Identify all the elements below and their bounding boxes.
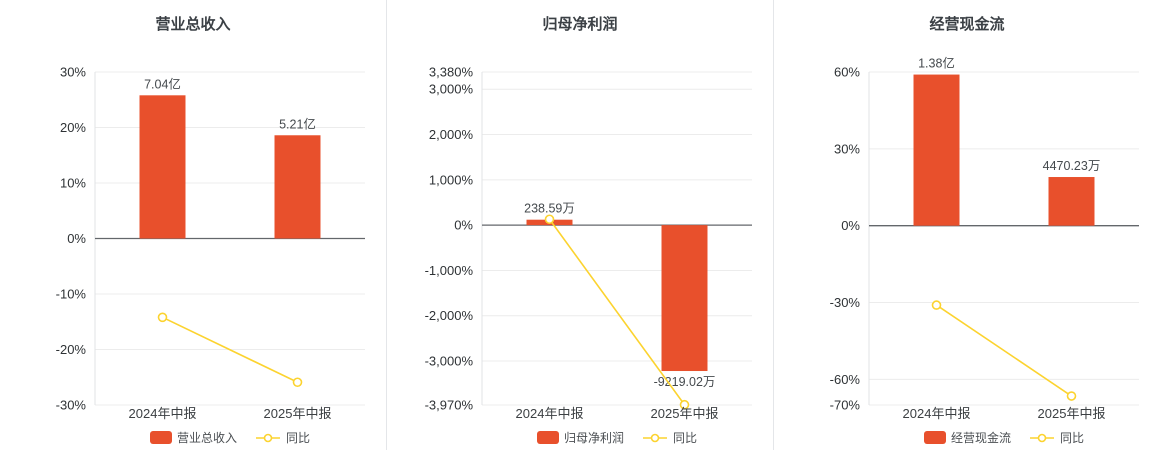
revenue-chart[interactable]: 30% 20% 10% 0% -10% -20% -30% 7.04亿 5.21亿 2024年中报… bbox=[0, 40, 386, 425]
cash-flow-chart[interactable]: 60% 30% 0% -30% -60% -70% 1.38亿 4470.23万 2024年中报… bbox=[774, 40, 1160, 425]
legend-line-label: 同比 bbox=[1060, 431, 1085, 445]
svg-text:2,000%: 2,000% bbox=[429, 127, 474, 142]
svg-text:1.38亿: 1.38亿 bbox=[918, 56, 955, 71]
cash-flow-chart-panel: 经营现金流 60% 30% 0% -30% -60% -70% 1.38亿 4470.23万 2… bbox=[774, 0, 1160, 450]
legend-item-bar[interactable]: 归母净利润 bbox=[536, 429, 624, 446]
svg-text:-70%: -70% bbox=[830, 398, 861, 413]
svg-text:1,000%: 1,000% bbox=[429, 172, 474, 187]
legend-bar-label: 营业总收入 bbox=[176, 431, 237, 445]
chart-title-net-profit: 归母净利润 bbox=[542, 16, 618, 33]
svg-text:0%: 0% bbox=[841, 218, 860, 233]
net-profit-chart-panel: 归母净利润 3,380% 3,000% 2,000% 1,000% 0% -1,000% -… bbox=[387, 0, 774, 450]
svg-text:-3,000%: -3,000% bbox=[425, 354, 474, 369]
svg-text:-3,970%: -3,970% bbox=[425, 398, 474, 413]
svg-text:2025年中报: 2025年中报 bbox=[1038, 406, 1106, 421]
legend-item-bar[interactable]: 经营现金流 bbox=[923, 429, 1011, 446]
line-marker-icon bbox=[1029, 432, 1055, 444]
legend-item-line[interactable]: 同比 bbox=[642, 429, 697, 446]
svg-text:2024年中报: 2024年中报 bbox=[516, 406, 584, 421]
svg-text:2024年中报: 2024年中报 bbox=[129, 406, 197, 421]
svg-text:0%: 0% bbox=[67, 231, 86, 246]
line-marker-icon bbox=[642, 432, 668, 444]
revenue-chart-panel: 营业总收入 30% 20% 10% 0% -10% -20% -30% 7.04亿 5.21亿 2… bbox=[0, 0, 387, 450]
svg-text:4470.23万: 4470.23万 bbox=[1043, 159, 1101, 173]
bar-swatch-icon bbox=[923, 431, 946, 444]
chart-legend: 营业总收入 同比 bbox=[0, 425, 386, 450]
legend-bar-label: 经营现金流 bbox=[950, 431, 1011, 445]
bar-swatch-icon bbox=[536, 431, 559, 444]
svg-text:7.04亿: 7.04亿 bbox=[144, 76, 181, 91]
svg-text:20%: 20% bbox=[60, 120, 86, 135]
legend-bar-label: 归母净利润 bbox=[563, 431, 624, 445]
svg-text:5.21亿: 5.21亿 bbox=[279, 116, 316, 131]
svg-text:0%: 0% bbox=[454, 218, 473, 233]
svg-text:3,000%: 3,000% bbox=[429, 82, 474, 97]
chart-title-revenue: 营业总收入 bbox=[155, 16, 231, 33]
bar-swatch-icon bbox=[149, 431, 172, 444]
legend-item-line[interactable]: 同比 bbox=[255, 429, 310, 446]
svg-text:-30%: -30% bbox=[830, 295, 861, 310]
svg-text:-60%: -60% bbox=[830, 372, 861, 387]
svg-text:-10%: -10% bbox=[56, 287, 87, 302]
chart-legend: 归母净利润 同比 bbox=[387, 425, 773, 450]
svg-text:-9219.02万: -9219.02万 bbox=[654, 375, 716, 389]
svg-text:-30%: -30% bbox=[56, 398, 87, 413]
chart-legend: 经营现金流 同比 bbox=[774, 425, 1160, 450]
svg-text:30%: 30% bbox=[834, 141, 860, 156]
net-profit-chart[interactable]: 3,380% 3,000% 2,000% 1,000% 0% -1,000% -2,000%… bbox=[387, 40, 773, 425]
svg-text:-1,000%: -1,000% bbox=[425, 263, 474, 278]
svg-text:-2,000%: -2,000% bbox=[425, 308, 474, 323]
svg-text:30%: 30% bbox=[60, 65, 86, 80]
svg-text:-20%: -20% bbox=[56, 342, 87, 357]
legend-line-label: 同比 bbox=[673, 431, 698, 445]
svg-text:2024年中报: 2024年中报 bbox=[903, 406, 971, 421]
svg-text:3,380%: 3,380% bbox=[429, 65, 474, 80]
chart-title-cash-flow: 经营现金流 bbox=[929, 16, 1005, 33]
legend-item-bar[interactable]: 营业总收入 bbox=[149, 429, 237, 446]
legend-item-line[interactable]: 同比 bbox=[1029, 429, 1084, 446]
line-marker-icon bbox=[255, 432, 281, 444]
legend-line-label: 同比 bbox=[286, 431, 311, 445]
svg-text:10%: 10% bbox=[60, 176, 86, 191]
svg-text:2025年中报: 2025年中报 bbox=[264, 406, 332, 421]
svg-text:60%: 60% bbox=[834, 65, 860, 80]
svg-text:2025年中报: 2025年中报 bbox=[651, 406, 719, 421]
svg-text:238.59万: 238.59万 bbox=[524, 202, 575, 216]
